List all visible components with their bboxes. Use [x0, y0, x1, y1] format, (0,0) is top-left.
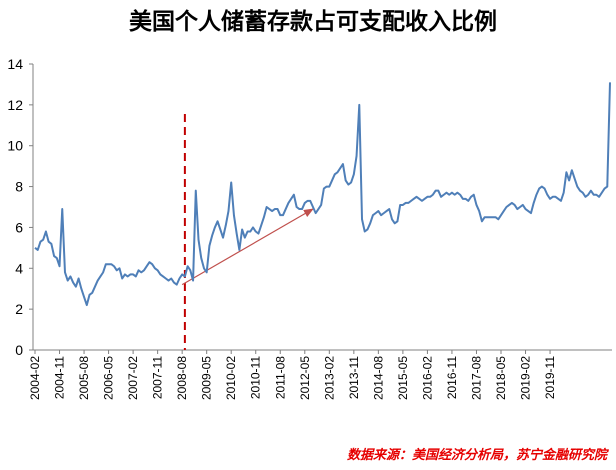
x-tick-label: 2010-11 — [249, 356, 263, 399]
y-tick-label: 6 — [15, 219, 23, 235]
x-tick-label: 2018-05 — [494, 356, 508, 400]
x-tick-label: 2019-02 — [519, 356, 533, 400]
chart-title: 美国个人储蓄存款占可支配收入比例 — [129, 8, 497, 35]
x-tick-label: 2013-11 — [347, 356, 361, 399]
y-tick-label: 12 — [7, 97, 23, 113]
x-tick-label: 2012-05 — [298, 356, 312, 400]
y-tick-label: 0 — [15, 342, 23, 358]
x-tick-label: 2007-11 — [151, 356, 165, 399]
x-tick-label: 2006-05 — [102, 356, 116, 400]
trend-arrow — [181, 208, 314, 286]
x-tick-label: 2019-11 — [543, 356, 557, 399]
x-tick-label: 2017-08 — [469, 356, 483, 400]
x-tick-label: 2011-08 — [273, 356, 287, 399]
x-tick-label: 2013-02 — [322, 356, 336, 400]
savings-rate-line — [34, 82, 611, 307]
x-tick-label: 2008-08 — [175, 356, 189, 400]
y-tick-label: 14 — [7, 56, 23, 72]
y-tick-label: 4 — [15, 260, 23, 276]
x-tick-label: 2014-08 — [371, 356, 385, 400]
x-tick-label: 2004-11 — [53, 356, 67, 399]
y-tick-label: 8 — [15, 179, 23, 195]
y-tick-label: 2 — [15, 301, 23, 317]
x-tick-label: 2009-05 — [200, 356, 214, 400]
x-tick-label: 2016-02 — [420, 356, 434, 400]
x-tick-label: 2007-02 — [126, 356, 140, 400]
x-tick-label: 2010-02 — [224, 356, 238, 400]
x-tick-label: 2004-02 — [28, 356, 42, 400]
plot-area: 0 2 4 6 8 10 12 14 2004-02 2004-11 2005-08 2006-05 2… — [7, 56, 612, 400]
x-tick-label: 2005-08 — [77, 356, 91, 400]
x-tick-label: 2015-05 — [396, 356, 410, 400]
source-note: 数据来源：美国经济分析局，苏宁金融研究院 — [347, 447, 610, 463]
y-tick-label: 10 — [7, 138, 23, 154]
x-tick-label: 2016-11 — [445, 356, 459, 399]
